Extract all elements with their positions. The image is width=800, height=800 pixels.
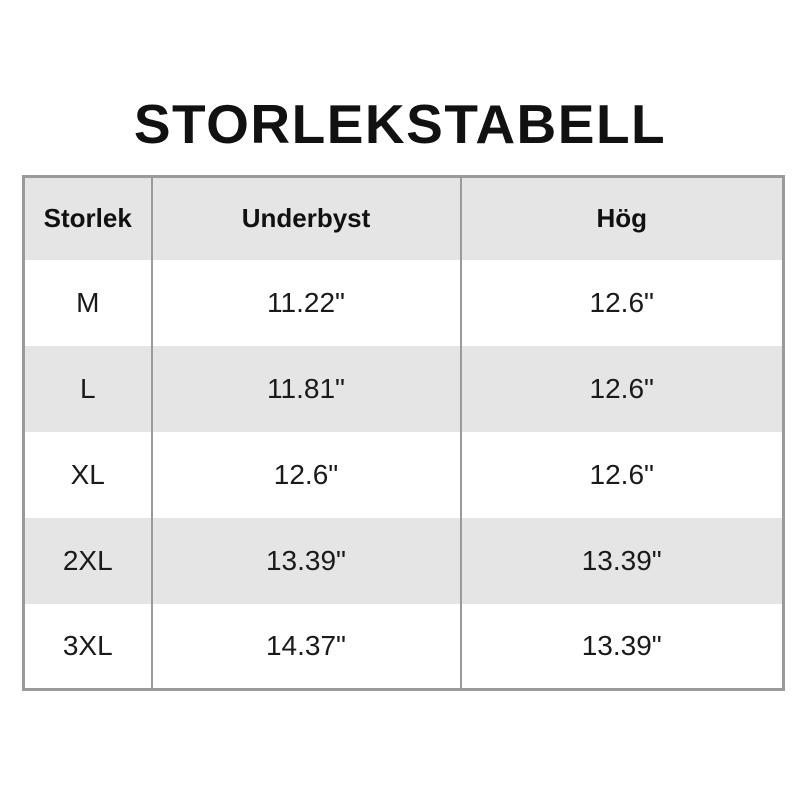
- table-row-xl: XL 12.6" 12.6": [23, 431, 784, 518]
- col-header-hog: Hög: [459, 176, 784, 260]
- page-title: STORLEKSTABELL: [133, 93, 667, 155]
- cell-size: L: [79, 372, 96, 404]
- cell-underbyst: 12.6": [150, 431, 461, 518]
- cell-size: 2XL: [62, 544, 113, 576]
- cell-underbyst: 14.37": [150, 603, 461, 690]
- table-row-2xl: 2XL 13.39" 13.39": [23, 517, 784, 604]
- cell-hog: 13.39": [459, 517, 784, 604]
- col-header-storlek: Storlek: [43, 203, 132, 234]
- cell-size: XL: [70, 458, 105, 490]
- cell-underbyst: 11.81": [150, 345, 461, 432]
- cell-hog: 12.6": [459, 345, 784, 432]
- cell-underbyst: 11.22": [150, 259, 461, 346]
- cell-hog: 12.6": [459, 259, 784, 346]
- table-header-row: Storlek Underbyst Hög: [23, 176, 784, 260]
- table-row-3xl: 3XL 14.37" 13.39": [23, 603, 784, 690]
- table-row-l: L 11.81" 12.6": [23, 345, 784, 432]
- cell-hog: 12.6": [459, 431, 784, 518]
- table-row-m: M 11.22" 12.6": [23, 259, 784, 346]
- cell-size: 3XL: [62, 629, 113, 661]
- col-header-underbyst: Underbyst: [150, 176, 461, 260]
- cell-underbyst: 13.39": [150, 517, 461, 604]
- size-table: Storlek Underbyst Hög M 11.22" 12.6" L 1…: [22, 175, 785, 691]
- cell-size: M: [76, 286, 100, 318]
- cell-hog: 13.39": [459, 603, 784, 690]
